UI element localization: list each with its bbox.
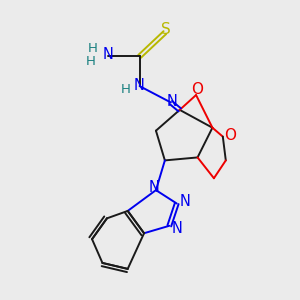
Text: N: N xyxy=(134,78,144,93)
Text: N: N xyxy=(171,221,182,236)
Text: S: S xyxy=(160,22,170,37)
Text: N: N xyxy=(103,47,114,62)
Text: N: N xyxy=(167,94,178,109)
Text: H: H xyxy=(120,83,130,96)
Text: H: H xyxy=(88,42,98,55)
Text: H: H xyxy=(86,55,96,68)
Text: N: N xyxy=(180,194,190,208)
Text: O: O xyxy=(224,128,236,142)
Text: O: O xyxy=(191,82,203,98)
Text: N: N xyxy=(149,180,160,195)
